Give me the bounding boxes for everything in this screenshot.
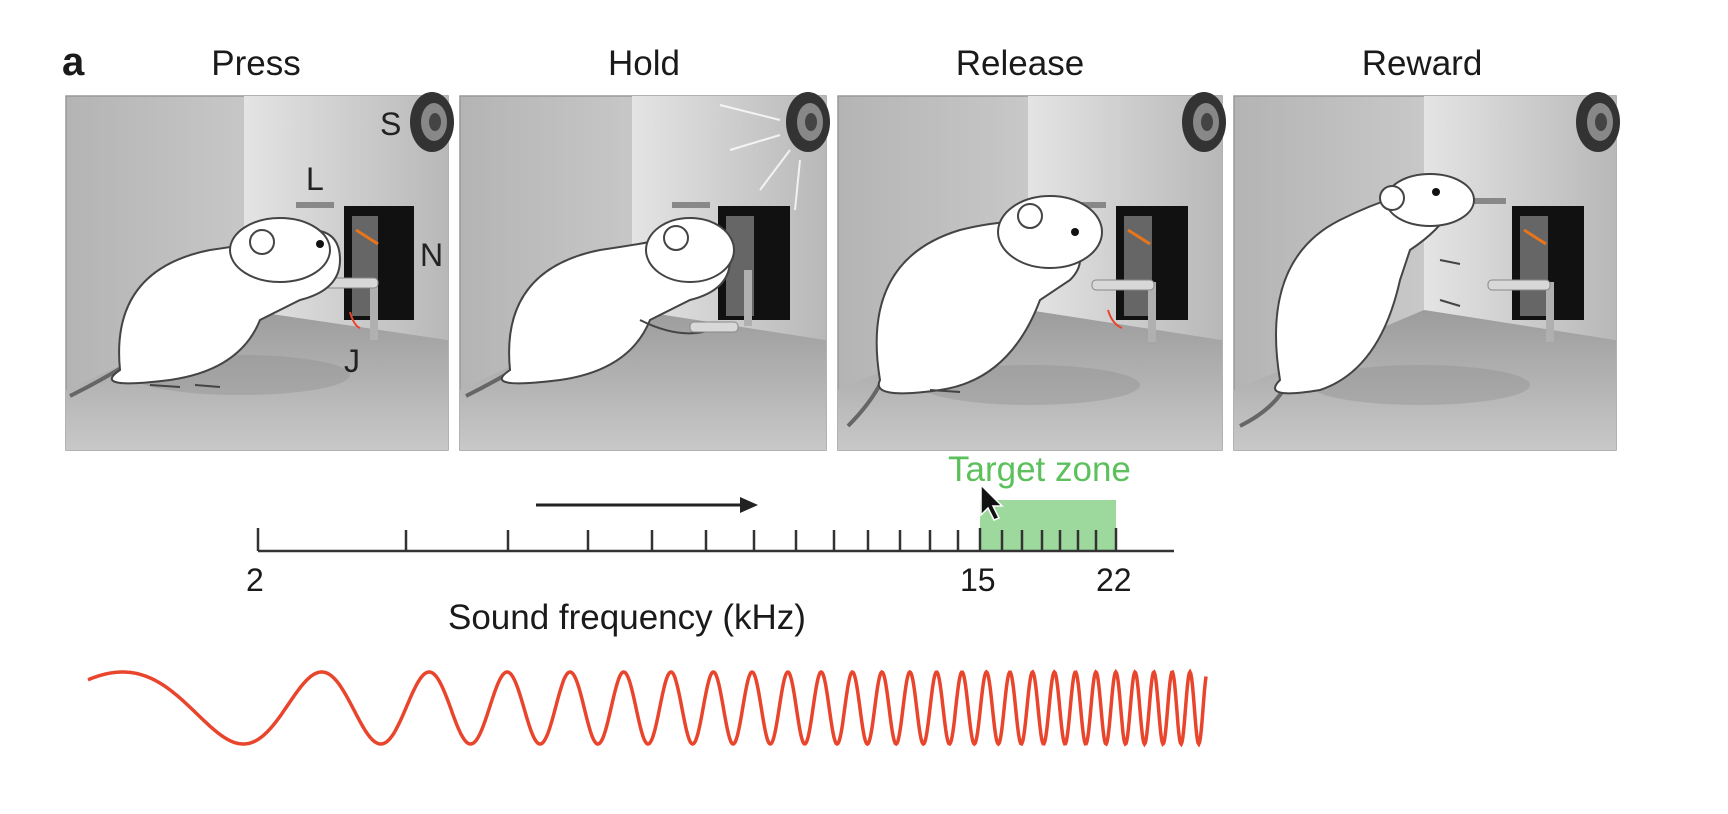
stage-title-hold: Hold: [608, 44, 680, 83]
stage-title-press: Press: [211, 44, 301, 83]
frequency-sweep-wave: [87, 668, 1208, 748]
frequency-scale: [87, 483, 1208, 748]
panel-letter: a: [62, 40, 85, 84]
mouse-pointer-icon: [980, 483, 1004, 521]
speaker-icon: [786, 92, 830, 152]
stage-title-release: Release: [955, 44, 1085, 83]
stage-panel-hold: [459, 92, 830, 451]
joystick-icon: [1091, 279, 1156, 342]
speaker-icon: [410, 92, 454, 152]
lick-port-icon: [296, 202, 334, 208]
lick-port-icon: [672, 202, 710, 208]
axis-label-frequency: Sound frequency (kHz): [448, 598, 806, 637]
label-lick-port: L: [306, 161, 324, 197]
joystick-icon: [744, 270, 752, 326]
label-joystick: J: [344, 343, 360, 379]
joystick-icon: [1487, 279, 1554, 342]
tick-label-target-start: 15: [960, 562, 996, 598]
target-zone-label: Target zone: [948, 450, 1131, 489]
rat-release-lever-icon: [846, 195, 1103, 428]
stage-panel-reward: [1233, 92, 1620, 451]
rat-hold-lever-icon: [465, 217, 739, 398]
frequency-ticks: [256, 528, 1118, 551]
stage-panel-release: [837, 92, 1226, 451]
lick-port-icon: [1068, 202, 1106, 208]
lick-port-icon: [1466, 198, 1506, 204]
nose-poke-icon: [1512, 206, 1584, 320]
speaker-icon: [1576, 92, 1620, 152]
rat-drink-reward-icon: [1239, 173, 1475, 428]
tick-label-start: 2: [246, 562, 264, 598]
label-speaker: S: [380, 106, 401, 142]
right-arrow-icon: [536, 497, 758, 513]
label-nose-poke: N: [420, 237, 443, 273]
sound-waves-icon: [719, 104, 801, 211]
nose-poke-icon: [344, 206, 414, 320]
stage-panel-press: S L N J: [65, 92, 454, 451]
rat-press-lever-icon: [69, 217, 342, 398]
tick-label-target-end: 22: [1096, 562, 1132, 598]
stage-title-reward: Reward: [1361, 44, 1483, 83]
speaker-icon: [1182, 92, 1226, 152]
